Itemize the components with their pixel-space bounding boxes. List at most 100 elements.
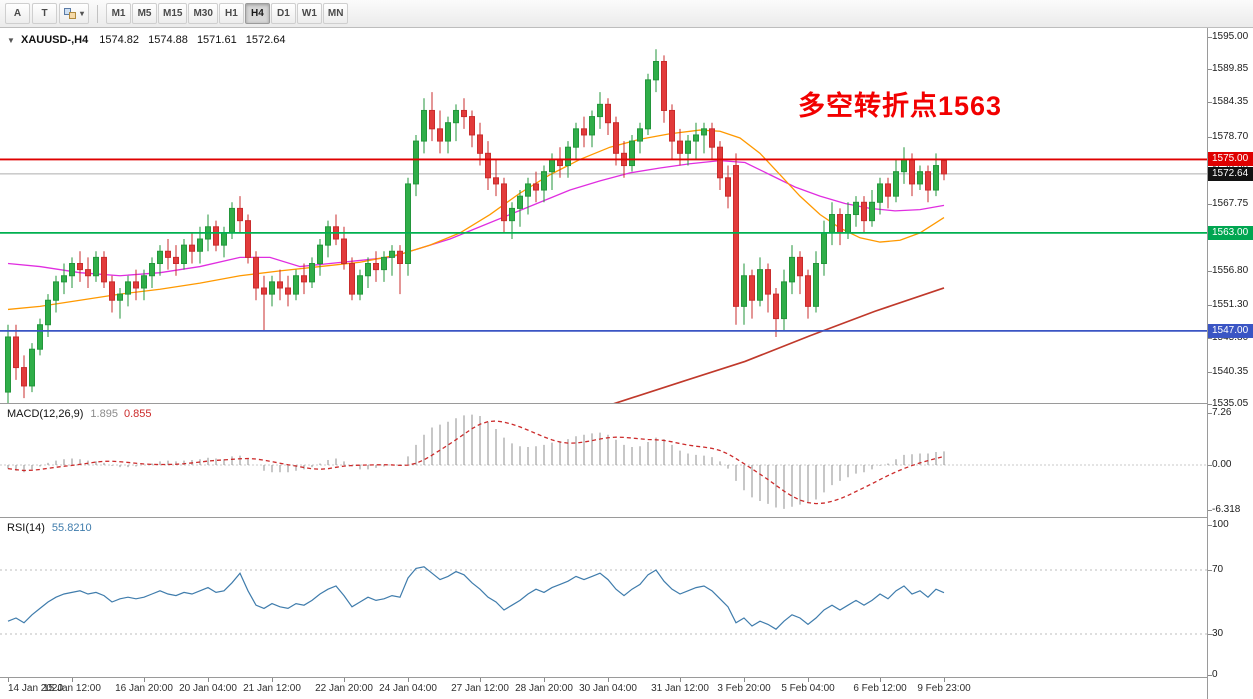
candle — [709, 122, 715, 160]
time-axis-label: 27 Jan 12:00 — [451, 683, 509, 694]
candle — [141, 269, 147, 301]
price-axis-label: 1540.35 — [1212, 365, 1249, 377]
candle — [717, 141, 723, 191]
rsi-line — [7, 566, 945, 630]
templates-button[interactable]: ▾ — [59, 3, 90, 24]
candle — [629, 134, 635, 172]
timeframe-h4-button[interactable]: H4 — [244, 3, 270, 24]
candle — [573, 122, 579, 160]
timeframe-mn-button[interactable]: MN — [322, 3, 349, 24]
axis-tick — [1208, 675, 1212, 676]
rsi-label: RSI(14) 55.8210 — [7, 522, 92, 534]
axis-tick — [1208, 510, 1212, 512]
candle — [821, 220, 827, 276]
candle — [933, 153, 939, 197]
time-axis[interactable]: 14 Jan 2020 15 Jan 12:00 16 Jan 20:00 20 Ja… — [0, 678, 1207, 699]
candle — [61, 263, 67, 295]
candle — [325, 220, 331, 258]
rsi-indicator-pane[interactable]: RSI(14) 55.8210 — [0, 518, 1207, 678]
candle — [645, 73, 651, 135]
candle — [885, 177, 891, 209]
candle — [357, 269, 363, 301]
candle — [941, 160, 947, 181]
time-axis-label: 24 Jan 04:00 — [379, 683, 437, 694]
axis-tick — [1208, 37, 1212, 38]
candle — [797, 251, 803, 295]
macd-indicator-pane[interactable]: MACD(12,26,9) 1.895 0.855 — [0, 404, 1207, 518]
time-tick — [544, 678, 545, 682]
timeframe-d1-button[interactable]: D1 — [270, 3, 296, 24]
candle — [269, 275, 275, 307]
macd-histogram — [7, 414, 945, 509]
candle — [925, 165, 931, 203]
price-axis-label: 1589.85 — [1212, 62, 1249, 74]
candle — [421, 98, 427, 154]
timeframe-m15-button[interactable]: M15 — [158, 3, 188, 24]
time-tick — [944, 678, 945, 682]
candle — [429, 92, 435, 142]
chart-annotation-text[interactable]: 多空转折点1563 — [798, 91, 1003, 121]
candle — [581, 116, 587, 148]
time-tick — [8, 678, 9, 682]
timeframe-m5-button[interactable]: M5 — [132, 3, 158, 24]
candle — [765, 263, 771, 313]
candle — [661, 55, 667, 123]
timeframe-h1-button[interactable]: H1 — [218, 3, 244, 24]
rsi-axis-label: 30 — [1212, 628, 1224, 639]
candle — [837, 208, 843, 246]
candle — [437, 110, 443, 154]
time-axis-label: 22 Jan 20:00 — [315, 683, 373, 694]
time-axis-label: 3 Feb 20:00 — [717, 683, 771, 694]
candle — [605, 98, 611, 135]
rsi-axis-label: 0 — [1212, 669, 1218, 680]
candle — [541, 165, 547, 203]
macd-signal-value: 0.855 — [123, 408, 152, 420]
time-tick — [144, 678, 145, 682]
macd-canvas — [0, 414, 1207, 509]
candle — [277, 269, 283, 301]
timeframe-w1-button[interactable]: W1 — [296, 3, 322, 24]
caret-down-icon: ▾ — [80, 9, 85, 18]
candle — [373, 251, 379, 282]
time-tick — [880, 678, 881, 682]
timeframe-m1-button[interactable]: M1 — [106, 3, 132, 24]
macd-axis-label: -6.318 — [1212, 504, 1241, 516]
candle — [405, 177, 411, 276]
time-axis-label: 16 Jan 20:00 — [115, 683, 173, 694]
time-axis-label: 20 Jan 04:00 — [179, 683, 237, 694]
ma-fast-line — [7, 160, 945, 277]
candle — [133, 269, 139, 301]
candle — [917, 165, 923, 191]
candle — [77, 251, 83, 282]
text-tool-button[interactable]: T — [32, 3, 57, 24]
candle — [301, 263, 307, 295]
symbol-timeframe-label: XAUUSD-,H4 — [20, 34, 89, 46]
candle — [5, 324, 11, 403]
time-axis-label: 30 Jan 04:00 — [579, 683, 637, 694]
candle — [853, 196, 859, 227]
rsi-current-value: 55.8210 — [51, 522, 92, 534]
candle — [381, 251, 387, 282]
ohlc-open-value: 1574.82 — [99, 34, 140, 46]
candle — [157, 245, 163, 276]
time-tick — [272, 678, 273, 682]
candle — [413, 134, 419, 197]
candle — [29, 343, 35, 393]
price-axis-label: 1595.00 — [1212, 31, 1249, 42]
candle — [53, 275, 59, 313]
arrow-tool-button[interactable]: A — [5, 3, 30, 24]
candle — [773, 287, 779, 337]
macd-label: MACD(12,26,9) 1.895 0.855 — [7, 408, 151, 420]
price-axis[interactable]: 1595.001589.851584.351578.701573.201567.… — [1207, 28, 1253, 699]
timeframe-m30-button[interactable]: M30 — [188, 3, 218, 24]
candle — [637, 122, 643, 154]
symbol-dropdown-icon[interactable]: ▼ — [7, 36, 15, 45]
main-chart-canvas[interactable] — [0, 28, 1207, 403]
time-tick — [480, 678, 481, 682]
main-chart-pane[interactable]: ▼ XAUUSD-,H4 1574.82 1574.88 1571.61 157… — [0, 28, 1207, 404]
candle — [349, 257, 355, 301]
time-tick — [208, 678, 209, 682]
ohlc-low-value: 1571.61 — [196, 34, 237, 46]
candle — [253, 251, 259, 301]
candle — [749, 269, 755, 319]
